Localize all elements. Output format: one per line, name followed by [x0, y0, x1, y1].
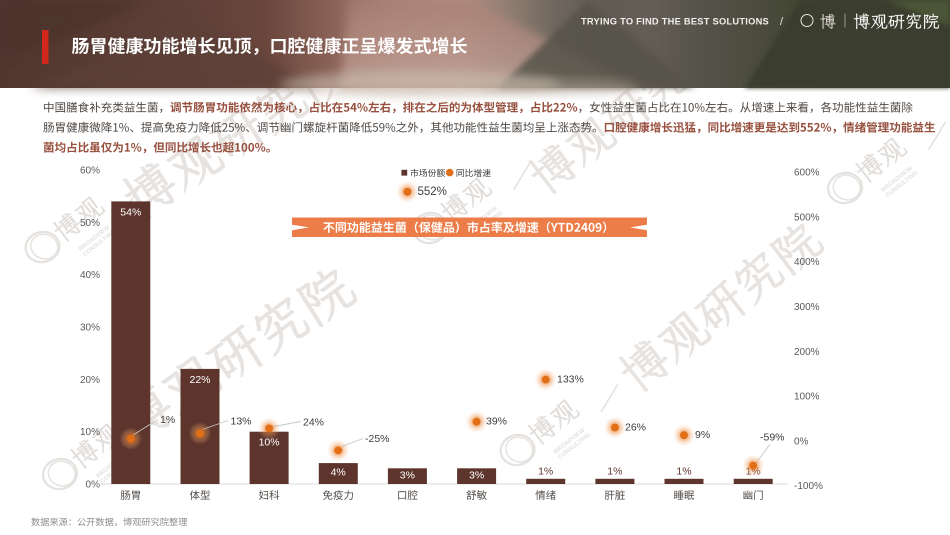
svg-text:40%: 40%	[80, 270, 100, 281]
svg-text:39%: 39%	[486, 415, 507, 427]
svg-text:133%: 133%	[557, 374, 584, 386]
svg-text:9%: 9%	[695, 429, 710, 441]
svg-text:/: /	[780, 16, 784, 28]
svg-text:400%: 400%	[794, 257, 820, 268]
svg-text:-25%: -25%	[365, 433, 390, 445]
svg-text:30%: 30%	[80, 323, 100, 334]
svg-text:50%: 50%	[80, 218, 100, 229]
svg-text:60%: 60%	[80, 166, 100, 177]
svg-text:3%: 3%	[469, 469, 484, 481]
svg-text:10%: 10%	[259, 437, 280, 449]
svg-text:54%: 54%	[120, 206, 141, 218]
svg-text:200%: 200%	[794, 347, 820, 358]
svg-text:26%: 26%	[625, 421, 646, 433]
svg-text:4%: 4%	[331, 467, 346, 479]
svg-text:13%: 13%	[231, 416, 252, 428]
svg-text:24%: 24%	[303, 417, 324, 429]
svg-text:600%: 600%	[794, 168, 820, 179]
svg-text:500%: 500%	[794, 212, 820, 223]
svg-text:1%: 1%	[538, 465, 553, 477]
svg-text:0%: 0%	[86, 480, 101, 491]
svg-text:22%: 22%	[189, 374, 210, 386]
svg-text:0%: 0%	[794, 436, 809, 447]
svg-text:10%: 10%	[80, 427, 100, 438]
svg-text:552%: 552%	[418, 186, 447, 198]
svg-text:1%: 1%	[160, 414, 175, 426]
svg-text:1%: 1%	[676, 465, 691, 477]
svg-text:20%: 20%	[80, 375, 100, 386]
svg-text:TRYING TO FIND THE BEST SOLUTI: TRYING TO FIND THE BEST SOLUTIONS	[581, 17, 769, 27]
svg-text:-59%: -59%	[760, 432, 785, 444]
svg-text:100%: 100%	[794, 392, 820, 403]
svg-text:1%: 1%	[607, 465, 622, 477]
svg-text:-100%: -100%	[794, 481, 823, 492]
svg-text:3%: 3%	[400, 469, 415, 481]
svg-text:300%: 300%	[794, 302, 820, 313]
